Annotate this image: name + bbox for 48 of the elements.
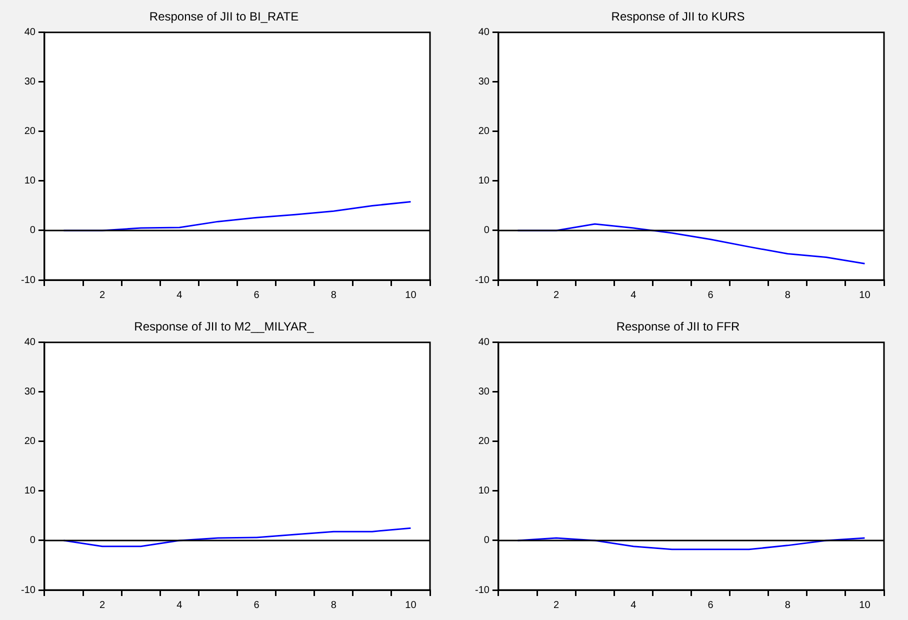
x-tick-label: 10 <box>859 600 871 611</box>
y-tick-label: 0 <box>484 225 490 236</box>
y-tick-label: 0 <box>30 535 36 546</box>
y-tick-label: 40 <box>24 337 36 348</box>
y-tick-label: -10 <box>21 274 36 286</box>
y-tick-label: -10 <box>21 584 36 596</box>
y-tick-label: 10 <box>478 176 490 187</box>
x-tick-label: 6 <box>708 290 714 301</box>
y-tick-label: 20 <box>24 436 36 448</box>
x-tick-label: 6 <box>708 600 714 611</box>
x-tick-label: 8 <box>784 290 791 301</box>
x-tick-label: 10 <box>405 600 417 611</box>
y-tick-label: 0 <box>30 225 36 236</box>
y-tick-label: 20 <box>24 126 36 138</box>
x-tick-label: 4 <box>176 290 183 301</box>
y-tick-label: 20 <box>478 436 490 448</box>
x-tick-label: 8 <box>330 600 337 611</box>
chart-title: Response of JII to M2__MILYAR_ <box>134 320 314 334</box>
x-tick-label: 8 <box>330 290 337 301</box>
x-tick-label: 2 <box>100 600 106 611</box>
y-tick-label: -10 <box>475 274 490 286</box>
chart-title: Response of JII to KURS <box>611 10 745 24</box>
y-tick-label: 10 <box>24 486 36 497</box>
x-tick-label: 10 <box>405 290 417 301</box>
x-tick-label: 2 <box>554 600 560 611</box>
x-tick-label: 4 <box>630 290 637 301</box>
y-tick-label: 30 <box>24 76 36 88</box>
y-tick-label: -10 <box>475 584 490 596</box>
y-tick-label: 30 <box>24 386 36 398</box>
y-tick-label: 0 <box>484 535 490 546</box>
chart-title: Response of JII to FFR <box>616 320 740 334</box>
x-tick-label: 10 <box>859 290 871 301</box>
x-tick-label: 8 <box>784 600 791 611</box>
chart-title: Response of JII to BI_RATE <box>149 10 299 24</box>
x-tick-label: 6 <box>254 600 260 611</box>
x-tick-label: 2 <box>100 290 106 301</box>
y-tick-label: 20 <box>478 126 490 138</box>
y-tick-label: 10 <box>24 176 36 187</box>
y-tick-label: 40 <box>478 337 490 348</box>
x-tick-label: 4 <box>630 600 637 611</box>
y-tick-label: 10 <box>478 486 490 497</box>
y-tick-label: 30 <box>478 76 490 88</box>
y-tick-label: 40 <box>24 27 36 38</box>
x-tick-label: 2 <box>554 290 560 301</box>
y-tick-label: 40 <box>478 27 490 38</box>
x-tick-label: 6 <box>254 290 260 301</box>
y-tick-label: 30 <box>478 386 490 398</box>
x-tick-label: 4 <box>176 600 183 611</box>
